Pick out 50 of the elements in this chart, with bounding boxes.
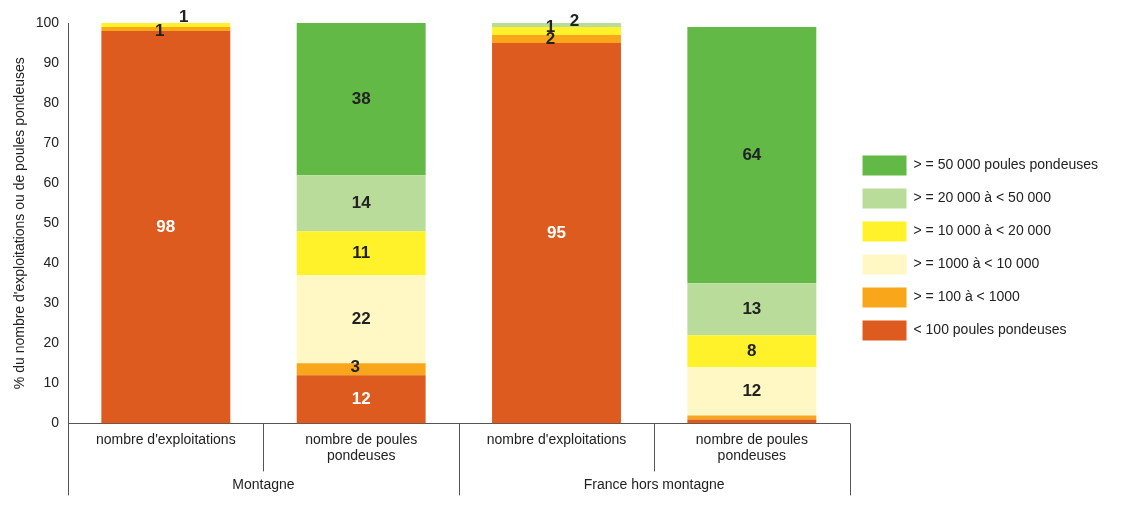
data-label: 12 [351, 389, 371, 409]
data-label: 14 [351, 192, 372, 212]
y-tick-label: 60 [43, 174, 60, 191]
text: France hors montagne [583, 476, 725, 493]
x-tick-label: nombre d'exploitations [486, 430, 627, 447]
data-label: 22 [351, 308, 371, 328]
legend-label: > = 10 000 à < 20 000 [913, 222, 1052, 239]
data-label: 8 [747, 341, 757, 361]
data-label: 38 [351, 88, 371, 108]
bar [296, 231, 426, 276]
y-tick-label: 40 [43, 254, 60, 271]
bar [296, 175, 426, 232]
y-tick-label: 100 [35, 13, 60, 30]
bar [296, 23, 426, 176]
data-label: 3 [350, 357, 360, 377]
legend-label: > = 20 000 à < 50 000 [913, 189, 1052, 206]
bar [687, 335, 817, 368]
y-tick-label: 30 [43, 294, 60, 311]
y-tick-label: 50 [43, 214, 60, 231]
data-label: 13 [742, 298, 762, 318]
legend-label: > = 1000 à < 10 000 [913, 255, 1040, 272]
x-tick-label: nombre de poules pondeuses [305, 430, 418, 464]
legend-label: > = 50 000 poules pondeuses [913, 156, 1099, 173]
bar [687, 419, 817, 424]
y-tick-label: 10 [43, 374, 60, 391]
y-axis-title: % du nombre d'exploitations ou de poules pondeuses [11, 57, 28, 390]
x-tick-label: nombre de poules pondeuses [695, 430, 808, 464]
y-tick-label: 90 [43, 53, 60, 70]
bar [296, 375, 426, 424]
legend-label: > = 100 à < 1000 [913, 288, 1020, 305]
legend-label: < 100 poules pondeuses [913, 321, 1067, 338]
bar [492, 43, 621, 424]
data-label: 2 [569, 10, 580, 30]
data-label: 95 [547, 222, 566, 242]
data-label: 98 [156, 216, 176, 236]
y-tick-label: 80 [43, 93, 60, 110]
bar [687, 27, 817, 284]
y-tick-label: 20 [43, 334, 60, 351]
data-label: 64 [742, 144, 762, 164]
text: Montagne [232, 476, 295, 493]
bar [687, 283, 817, 336]
data-label: 11 [352, 242, 371, 262]
bar [687, 367, 817, 416]
data-label: 1 [179, 6, 189, 26]
x-tick-label: nombre d'exploitations [96, 430, 236, 447]
data-label: 12 [742, 381, 762, 401]
y-tick-label: 70 [43, 133, 60, 150]
bar [687, 415, 817, 420]
data-label: 1 [155, 20, 165, 40]
y-tick-label: 0 [51, 414, 60, 431]
